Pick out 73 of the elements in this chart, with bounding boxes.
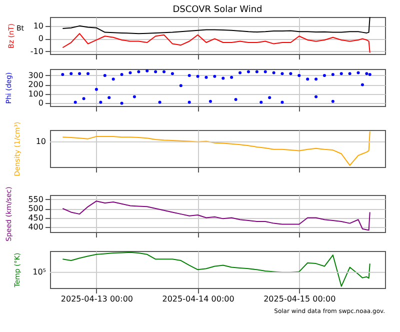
point [272,71,276,74]
line-series [62,33,370,54]
point [246,70,250,74]
point [314,78,318,81]
y-tick-label: 550 [28,194,44,204]
point [360,83,364,86]
point [61,73,64,76]
point [188,100,191,104]
point [348,72,352,76]
line-series [62,200,370,231]
point [230,76,234,79]
point [289,72,292,76]
point [78,72,82,76]
line-series [62,17,370,34]
point [137,70,140,74]
text: 10⁵ [32,267,46,276]
point [331,73,334,76]
point [340,72,343,76]
point [146,69,149,72]
point [103,74,106,77]
x-tick-label: 2025-04-13 00:00 [60,294,133,304]
point [74,100,77,104]
point [368,73,372,76]
y-tick-label: 10 [33,21,44,30]
point [356,71,360,74]
point [128,71,132,74]
point [70,72,73,76]
point [132,95,136,98]
y-tick-label: 0 [38,34,44,44]
x-tick-label: 2025-04-15 00:00 [264,294,336,304]
y-tick-label: 500 [28,204,44,214]
y-tick-label: 450 [28,213,44,222]
point [314,95,318,98]
point [158,100,162,104]
point [331,100,334,103]
point [208,100,212,103]
point [188,74,191,77]
point [322,74,326,77]
y-tick-label: 300 [28,70,44,80]
point [154,70,158,74]
point [268,96,272,100]
point [298,74,301,77]
point [112,78,115,81]
point [280,72,284,76]
point [213,74,216,78]
point [162,70,166,74]
point [204,76,208,79]
point [82,97,86,100]
point [170,72,174,76]
y-tick-label: 0 [38,98,44,108]
point [255,70,258,74]
chart-title: DSCOVR Solar Wind [172,5,262,15]
y-tick-label: 400 [28,222,44,232]
point [238,71,242,74]
point [108,96,111,100]
point [260,100,263,104]
point [234,98,238,102]
point [86,72,90,76]
point [280,100,284,104]
point [94,88,98,91]
point [306,78,310,81]
point [120,102,124,105]
point [179,84,182,88]
point [365,72,368,76]
y-tick-label: 100 [28,89,44,98]
point [99,100,102,104]
point [196,74,200,78]
x-tick-label: 2025-04-14 00:00 [162,294,234,304]
point [264,70,267,74]
y-tick-label: 200 [28,80,44,90]
point [222,76,225,80]
point [120,73,124,76]
y-tick-label: -10 [30,46,44,56]
